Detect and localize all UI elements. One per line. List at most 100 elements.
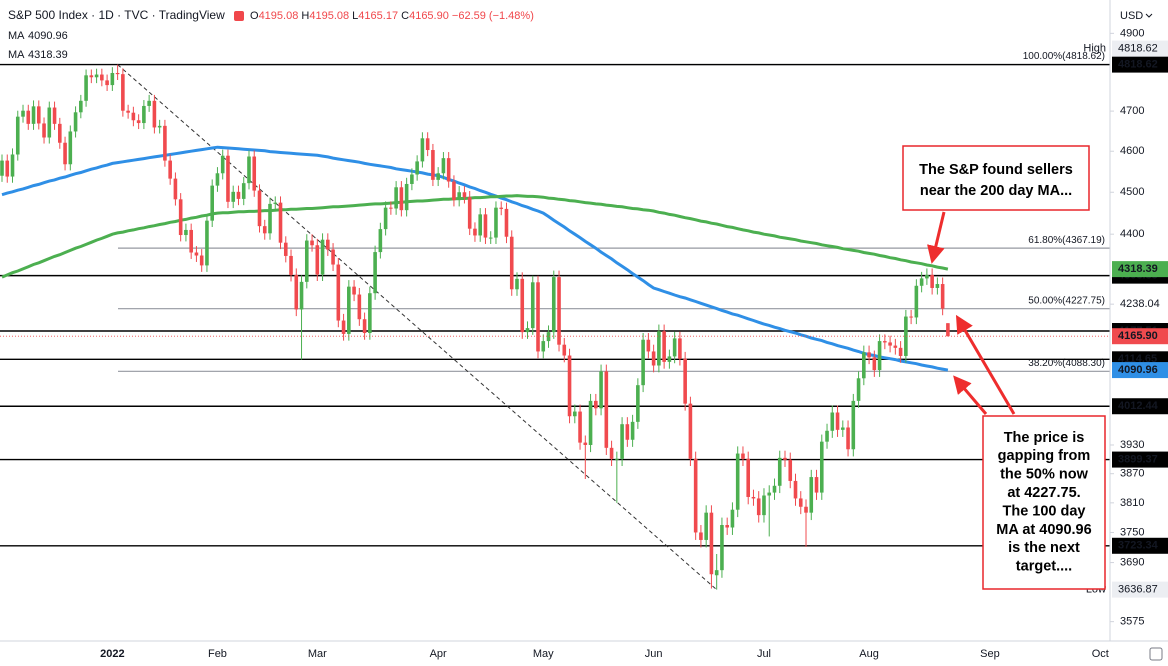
candle-body [798, 498, 803, 507]
candle-body [115, 72, 120, 75]
candle-body [425, 138, 430, 151]
candle-body [399, 187, 404, 211]
settings-icon[interactable] [1149, 647, 1163, 661]
ma-badge-label: 4090.96 [1118, 364, 1158, 376]
overlay: 4900 4700 4600 4500 4400 4238.04 3930 3870 3810 3… [8, 27, 1168, 660]
candle-body [389, 207, 393, 209]
candle-body [268, 203, 272, 234]
candle-body [509, 236, 514, 290]
candle-body [667, 356, 672, 362]
candle-body [105, 80, 109, 86]
candle-body [609, 447, 614, 459]
candle-body [777, 457, 782, 486]
ohlc-value: 4195.08 [309, 10, 349, 22]
header-ohlc: O4195.08 H4195.08 L4165.17 C4165.90 −62.… [250, 10, 534, 22]
candle-body [893, 345, 898, 348]
candle-body [788, 459, 793, 481]
annotation-text: The 100 day [1002, 503, 1085, 519]
candle-body [562, 344, 567, 356]
currency-dropdown[interactable] [1145, 13, 1153, 18]
candle-body [331, 249, 335, 265]
candle-body [898, 347, 903, 356]
candle-body [835, 412, 840, 430]
annotation-text: target.... [1016, 559, 1072, 575]
y-tick-label: 4600 [1120, 145, 1144, 157]
candle-body [436, 173, 440, 180]
y-tick-label: 3870 [1120, 468, 1144, 480]
candle-body [110, 72, 115, 86]
candle-body [357, 294, 362, 320]
candle-body [79, 100, 83, 113]
candle-body [515, 278, 519, 290]
candle-body [909, 316, 913, 318]
candle-body [615, 458, 619, 460]
candle-body [683, 358, 687, 404]
candle-body [404, 183, 409, 211]
candle-body [651, 351, 656, 366]
ohlc-label: C [401, 10, 409, 22]
legend-value: 4090.96 [28, 30, 68, 42]
candle-body [625, 424, 630, 440]
annotation-box [982, 415, 1106, 590]
level-badge-label: 3899.37 [1118, 453, 1158, 465]
candle-body [352, 286, 356, 295]
plot-area: 100.00%(4818.62) 61.80%(4367.19) 50.00%(42… [0, 51, 1110, 590]
arrow [953, 375, 988, 415]
candle-body [604, 371, 609, 448]
x-tick-label: Aug [859, 648, 879, 660]
level-badge [1112, 451, 1168, 468]
candle-body [420, 138, 425, 162]
candle-body [394, 187, 398, 209]
annotation-text: The price is [1004, 430, 1085, 446]
candle-body [220, 155, 225, 174]
candle-body [720, 525, 724, 571]
price-badge-label: 4165.90 [1118, 330, 1158, 342]
candle-body [89, 75, 94, 78]
candle-body [767, 492, 772, 496]
candle-body [588, 400, 593, 445]
y-tick-label: 3930 [1120, 439, 1144, 451]
candle-body [15, 116, 20, 155]
candle-body [415, 161, 419, 175]
candle-body [147, 100, 151, 106]
candle-body [210, 185, 214, 221]
candle-body [226, 155, 230, 202]
candle-body [636, 385, 640, 422]
annotation-text: near the 200 day MA... [920, 183, 1072, 199]
x-tick-label: Sep [980, 648, 1000, 660]
candle-body [84, 75, 88, 101]
candle-body [36, 106, 41, 124]
fib-label: 100.00%(4818.62) [1023, 51, 1105, 62]
candle-body [841, 427, 845, 430]
candle-body [410, 174, 414, 184]
candle-body [741, 453, 745, 459]
candle-body [846, 427, 850, 450]
level-badge [1112, 537, 1168, 554]
candle-body [121, 74, 125, 111]
candle-body [467, 197, 472, 229]
candle-body [462, 192, 467, 198]
marker-badge [1112, 40, 1168, 57]
candle-body [446, 158, 451, 182]
candle-body [856, 378, 861, 401]
candle-body [536, 282, 540, 352]
candle-body [819, 441, 824, 493]
x-tick-label: Jul [757, 648, 771, 660]
candle-body [783, 457, 787, 460]
level-badge-label: 4818.62 [1118, 59, 1158, 71]
ohlc-value: 4195.08 [259, 10, 299, 22]
candle-body [567, 355, 572, 417]
candle-body [100, 74, 104, 81]
candle-body [184, 229, 188, 236]
candle-body [231, 191, 236, 202]
x-tick-label: Apr [430, 648, 447, 660]
marker-value: 4818.62 [1118, 43, 1158, 55]
candle-body [247, 156, 251, 184]
candle-body [241, 183, 246, 199]
currency[interactable]: USD [1120, 10, 1143, 22]
candle-body [541, 341, 546, 352]
fib-label: 61.80%(4367.19) [1028, 235, 1105, 246]
candle-body [126, 110, 130, 113]
candle-body [178, 199, 183, 236]
candle-body [73, 112, 78, 132]
